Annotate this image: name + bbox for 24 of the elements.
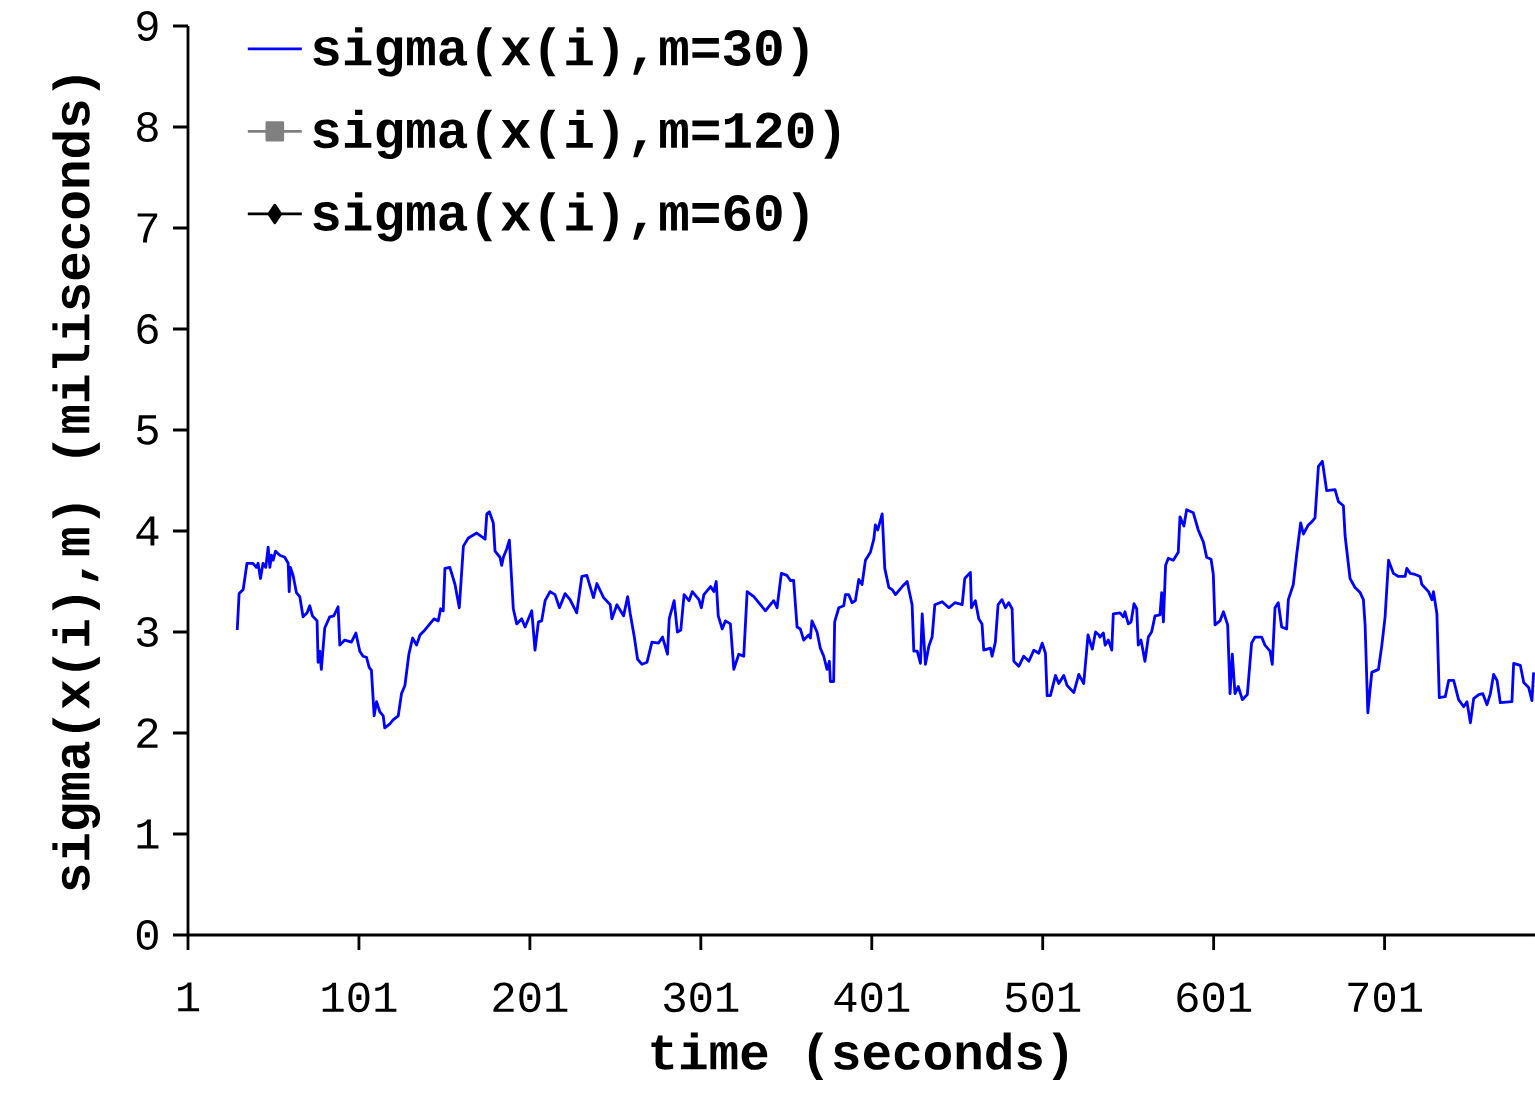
x-tick-label: 501 (1005, 982, 1081, 1013)
y-tick-label: 4 (136, 516, 159, 546)
y-tick-label: 5 (136, 415, 158, 445)
x-axis-title: time (seconds) (651, 1032, 1067, 1080)
x-tick-label: 301 (664, 982, 739, 1013)
x-tick-label: 201 (493, 982, 568, 1013)
legend-label: sigma(x(i),m=60) (313, 192, 808, 242)
y-tick-label: 7 (137, 213, 158, 243)
x-tick-label: 101 (322, 982, 397, 1013)
x-tick-label: 1 (178, 982, 200, 1012)
y-tick-label: 6 (137, 314, 158, 344)
y-tick-label: 8 (137, 112, 158, 142)
x-tick-label: 701 (1348, 982, 1423, 1013)
y-tick-label: 0 (136, 920, 158, 950)
y-axis-title: sigma(x(i),m) (miliseconds) (52, 76, 101, 891)
legend-label: sigma(x(i),m=30) (313, 27, 808, 77)
x-tick-label: 601 (1177, 982, 1252, 1013)
x-tick-label: 401 (834, 982, 910, 1013)
legend-label: sigma(x(i),m=120) (313, 109, 840, 160)
line-series (235, 459, 1535, 730)
y-tick-label: 9 (137, 11, 158, 41)
y-tick-label: 2 (137, 718, 158, 748)
y-tick-label: 1 (137, 819, 159, 849)
y-tick-label: 3 (136, 617, 158, 647)
